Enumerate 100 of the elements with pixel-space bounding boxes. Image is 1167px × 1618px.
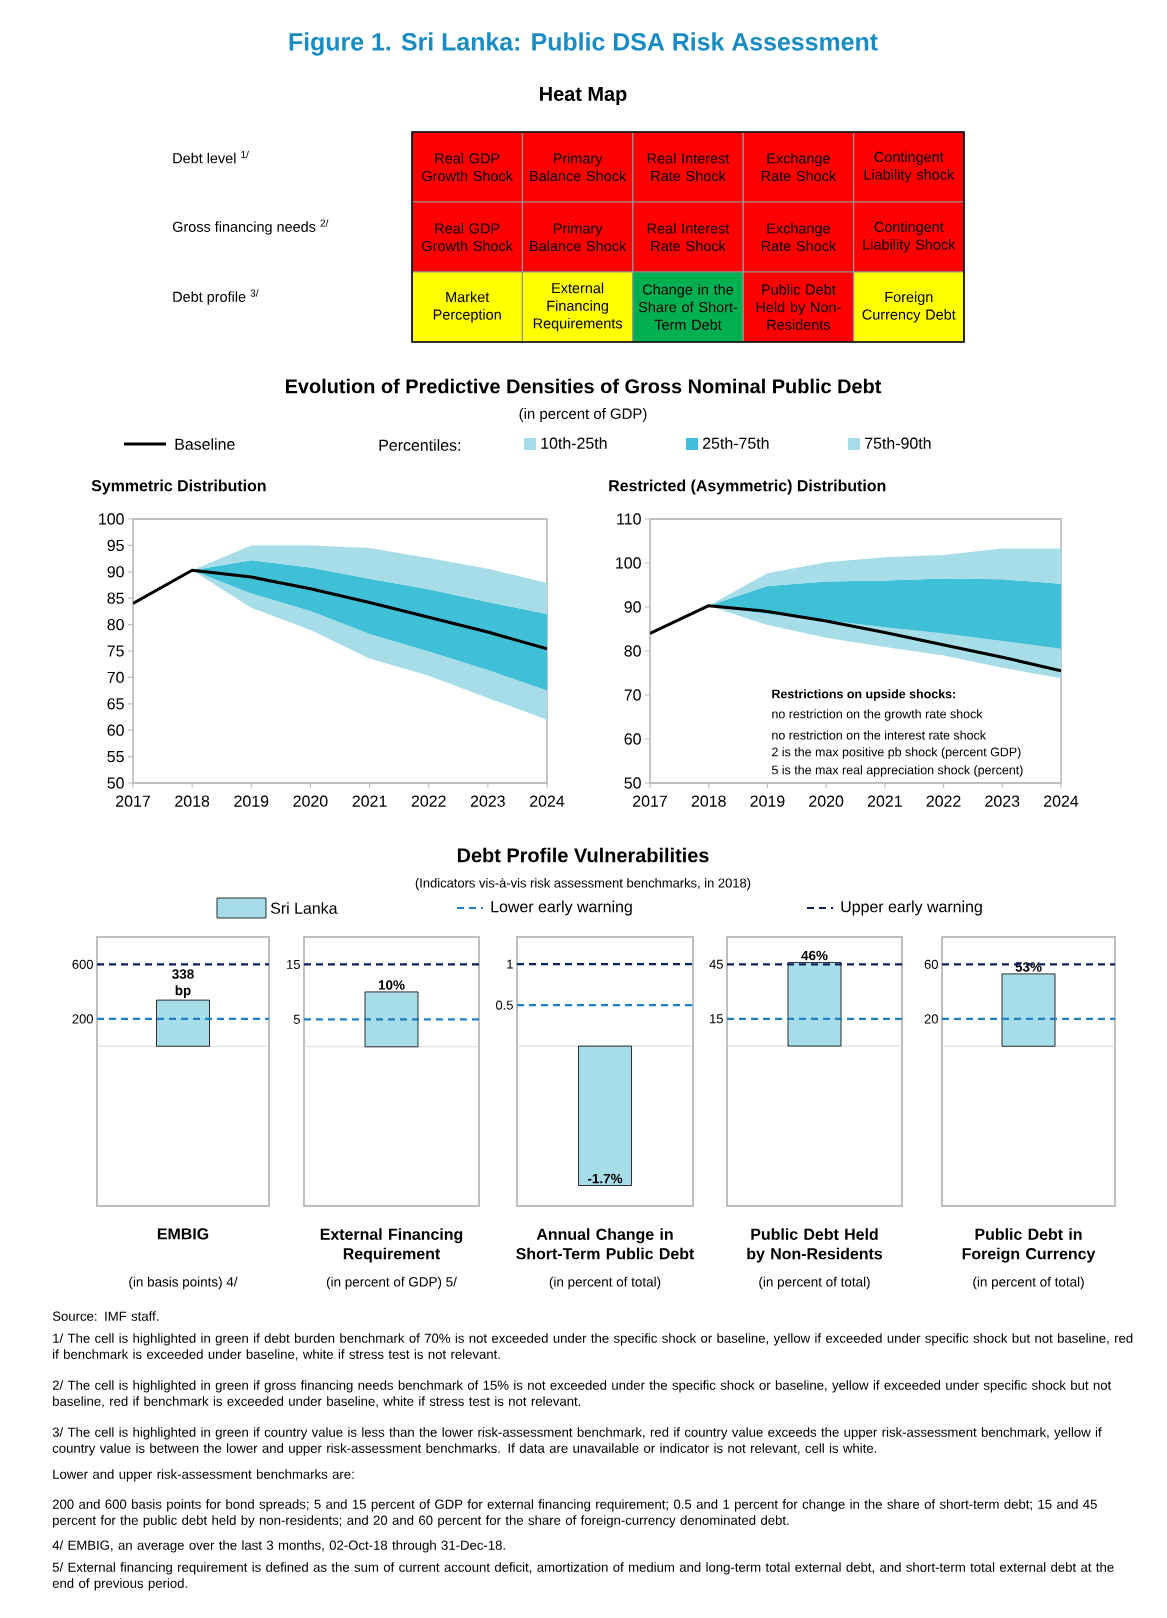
text: Primary Balance Shock [530, 152, 627, 182]
text: 2/ The cell is highlighted in green if gross financing needs benchmark of 15% is not exceeded under the specific shock or baseline, yellow if exceeded under specific shock but not baseline, red if benchmark is exceeded under baseline, white if stress test is not relevant. [52, 1380, 1112, 1408]
text: External Financing Requirements [533, 282, 623, 332]
text: Real Interest Rate Shock [647, 152, 730, 182]
data-label: -1.7% [587, 1173, 623, 1184]
y-tick-label: 20 [924, 1014, 938, 1024]
y-tick-label: 85 [107, 592, 124, 604]
y-tick-label: 80 [624, 645, 641, 657]
text: Foreign Currency Debt [862, 291, 956, 323]
x-tick-label: 2019 [234, 795, 269, 807]
y-tick-label: 50 [107, 777, 124, 789]
chart-title: Symmetric Distribution [91, 479, 266, 495]
legend-label: Sri Lanka [270, 902, 338, 914]
y-tick-label: 15 [710, 1014, 723, 1024]
data-label: 338 bp [172, 969, 194, 998]
text: 5/ External financing requirement is defined as the sum of current account deficit, amortization of medium and long-term total external debt, and short-term total external debt at the end of previous period. [52, 1562, 1114, 1591]
x-axis-title: Public Debt Held by Non-Residents [747, 1228, 883, 1263]
x-tick-label: 2020 [293, 795, 328, 807]
text: Market Perception [433, 291, 501, 323]
x-tick-label: 2017 [633, 795, 667, 807]
text: Debt Profile Vulnerabilities [457, 847, 709, 863]
x-axis-title: Annual Change in Short-Term Public Debt [516, 1228, 695, 1260]
x-tick-label: 2021 [352, 795, 387, 807]
text: Real GDP Growth Shock [422, 152, 513, 182]
y-tick-label: 200 [72, 1014, 93, 1024]
y-tick-label: 75 [107, 645, 124, 657]
y-tick-label: 80 [107, 618, 124, 631]
x-tick-label: 2021 [867, 795, 902, 807]
legend-label: 75th-90th [865, 437, 931, 449]
y-tick-label: 55 [107, 751, 124, 763]
text: Real Interest Rate Shock [647, 222, 730, 252]
y-tick-label: 1 [507, 959, 513, 969]
y-tick-label: 15 [287, 959, 300, 969]
y-tick-label: 100 [616, 557, 641, 569]
text: Public Debt Held by Non-Residents [756, 284, 841, 330]
y-tick-label: 45 [709, 959, 723, 969]
y-tick-label: 100 [99, 513, 124, 525]
text: 4/ EMBIG, an average over the last 3 months, 02-Oct-18 through 31-Dec-18. [52, 1540, 505, 1553]
category-label: Debt level $^{1/}$ [173, 150, 249, 164]
text: 200 and 600 basis points for bond spreads; 5 and 15 percent of GDP for external financing requirement; 0.5 and 1 percent for change in the share of short-term debt; 15 and 45 percent for the public debt held by non-residents; and 20 and 60 percent for the share of foreign-currency denominated debt. [52, 1499, 1097, 1528]
y-tick-label: 60 [924, 959, 938, 969]
text: Primary Balance Shock [530, 222, 627, 252]
category-label: Debt profile $^{3/}$ [173, 289, 259, 305]
text: Contingent Liability shock [864, 151, 955, 183]
legend-label: 25th-75th [703, 437, 769, 449]
source-note: Source: IMF staff. [52, 1311, 159, 1321]
text: (in percent of GDP) 5/ [326, 1276, 457, 1290]
x-tick-label: 2023 [470, 795, 505, 807]
y-tick-label: 50 [624, 777, 641, 789]
y-tick-label: 90 [624, 601, 641, 613]
text: (in percent of total) [759, 1276, 870, 1290]
text: (in percent of total) [549, 1276, 661, 1290]
text: (in percent of total) [973, 1276, 1084, 1290]
text: (in percent of GDP) [519, 408, 647, 422]
x-axis-title: Public Debt in Foreign Currency [962, 1228, 1096, 1263]
x-tick-label: 2022 [926, 795, 961, 807]
x-tick-label: 2022 [411, 795, 446, 807]
x-axis-title: EMBIG [157, 1228, 209, 1240]
legend-label: Upper early warning [841, 900, 982, 916]
text: Change in the Share of Short-Term Debt [638, 284, 738, 330]
annotation: 5 is the max real appreciation shock (percent) [771, 765, 1023, 777]
chart-title: Restricted (Asymmetric) Distribution [609, 479, 886, 495]
annotation: no restriction on the interest rate shock [772, 730, 987, 740]
x-tick-label: 2017 [116, 795, 150, 807]
text: Evolution of Predictive Densities of Gross Nominal Public Debt [285, 378, 882, 394]
x-axis-title: External Financing Requirement [320, 1228, 463, 1263]
y-tick-label: 60 [107, 724, 124, 736]
text: 3/ The cell is highlighted in green if country value is less than the lower risk-assessment benchmark, red if country value exceeds the upper risk-assessment benchmark, yellow if country value is between the lower and upper risk-assessment benchmarks. If data are unavailable or indicator is not relevant, cell is white. [52, 1427, 1102, 1456]
y-tick-label: 0.5 [495, 1000, 513, 1010]
x-tick-label: 2018 [691, 795, 726, 807]
legend-label: Lower early warning [491, 900, 632, 916]
y-tick-label: 60 [624, 733, 641, 745]
y-tick-label: 70 [624, 689, 641, 701]
y-tick-label: 600 [72, 959, 93, 969]
x-tick-label: 2024 [530, 795, 565, 807]
y-tick-label: 70 [107, 671, 124, 684]
text: Contingent Liability Shock [863, 221, 956, 253]
y-tick-label: 95 [107, 539, 124, 552]
category-label: Gross financing needs $^{2/}$ [172, 219, 329, 235]
text: Real GDP Growth Shock [422, 222, 513, 252]
x-tick-label: 2023 [985, 795, 1020, 807]
data-label: 46% [801, 950, 828, 961]
x-tick-label: 2024 [1044, 795, 1079, 807]
annotation: 2 is the max positive pb shock (percent GDP) [772, 747, 1021, 759]
y-tick-label: 90 [107, 566, 124, 578]
legend-label: Baseline [175, 438, 235, 450]
text: (in basis points) 4/ [129, 1276, 238, 1290]
legend-label: 10th-25th [541, 437, 607, 449]
annotation: Restrictions on upside shocks: [772, 689, 956, 701]
x-tick-label: 2019 [750, 795, 785, 807]
text: Heat Map [540, 87, 627, 105]
text: Exchange Rate Shock [761, 222, 837, 252]
data-label: 10% [378, 980, 405, 990]
text: Figure 1. Sri Lanka: Public DSA Risk Assessment [289, 32, 878, 56]
text: 1/ The cell is highlighted in green if debt burden benchmark of 70% is not exceeded under the specific shock or baseline, yellow if exceeded under specific shock but not baseline, red if benchmark is exceeded under baseline, white if stress test is not relevant. [53, 1333, 1133, 1361]
text: (Indicators vis-à-vis risk assessment benchmarks, in 2018) [415, 877, 751, 891]
annotation: no restriction on the growth rate shock [772, 709, 983, 721]
y-tick-label: 5 [293, 1014, 300, 1024]
y-tick-label: 110 [617, 513, 641, 525]
legend-title: Percentiles: [379, 439, 461, 451]
